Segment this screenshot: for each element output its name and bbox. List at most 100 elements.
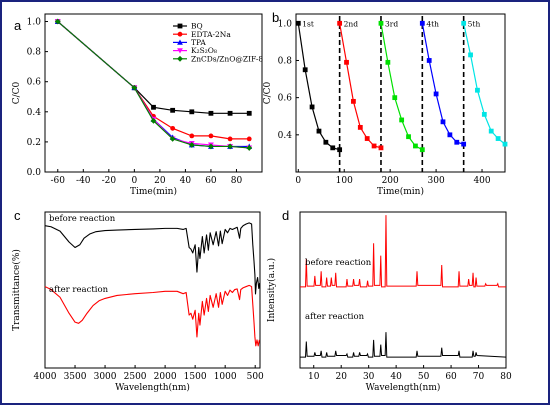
x-axis-label: Wavelength(nm): [366, 382, 441, 393]
legend-marker: [177, 31, 183, 37]
chart-b: b Time(min) C/C0 0 100 200 300 400 0.4 0.6 0.8 1.0 1…: [263, 10, 508, 197]
legend-label: TPA: [191, 38, 206, 47]
data-point: [378, 20, 384, 26]
y-tick-label: 0.6: [278, 94, 293, 104]
data-point: [227, 110, 233, 116]
data-point: [170, 107, 176, 113]
data-point: [170, 125, 176, 131]
plot-frame: [44, 13, 263, 173]
data-point: [481, 111, 487, 117]
data-point: [295, 20, 301, 26]
x-tick-label: 1000: [214, 372, 237, 382]
data-point: [419, 147, 425, 153]
spectrum-line: [44, 284, 260, 347]
y-axis-label: Intensity(a.u.): [266, 258, 277, 322]
x-tick-label: 60: [205, 176, 217, 186]
chart-c: c Wavelength(nm) Transmittance(%) 4000 3500 3…: [11, 208, 264, 393]
data-point: [246, 145, 253, 151]
x-tick-label: -20: [102, 176, 117, 186]
data-point: [413, 143, 418, 149]
x-tick-label: 300: [428, 176, 445, 186]
y-tick-label: 1.0: [278, 19, 293, 29]
data-point: [488, 128, 494, 134]
data-point: [426, 58, 432, 63]
data-point: [385, 59, 391, 65]
data-point: [208, 143, 214, 150]
panel-label: c: [14, 208, 21, 223]
data-point: [454, 139, 460, 145]
cycle-label: 5th: [468, 19, 481, 28]
data-point: [495, 136, 501, 141]
data-point: [150, 117, 157, 124]
x-tick-label: 0: [295, 176, 301, 186]
cycle-label: 3rd: [385, 19, 398, 28]
data-point: [246, 136, 252, 142]
pattern-line: [300, 332, 507, 358]
data-point: [461, 141, 467, 147]
spectrum-line: [44, 222, 261, 295]
x-tick-label: 100: [336, 176, 353, 186]
data-point: [461, 20, 467, 26]
data-point: [188, 142, 195, 148]
x-axis-label: Wavelength(nm): [115, 382, 190, 393]
x-tick-label: 70: [473, 372, 485, 382]
panel-label: b: [272, 10, 279, 25]
data-point: [447, 132, 453, 138]
y-axis-label: Transmittance(%): [11, 249, 22, 331]
series-line: [57, 21, 250, 149]
data-point: [468, 52, 473, 58]
y-tick-label: 0.6: [27, 78, 42, 88]
y-tick-label: 0.4: [27, 108, 42, 118]
data-point: [189, 109, 195, 115]
y-tick-label: 1.0: [27, 18, 42, 28]
cycle-label: 4th: [426, 19, 439, 28]
x-tick-label: 60: [445, 372, 457, 382]
data-point: [502, 141, 508, 147]
pattern-line: [300, 215, 506, 288]
x-tick-label: 50: [418, 372, 430, 382]
series-line: [57, 21, 250, 114]
data-point: [323, 139, 329, 145]
plot-frame: [299, 211, 507, 369]
data-point: [419, 20, 425, 26]
x-tick-label: 20: [154, 176, 166, 186]
data-point: [378, 145, 384, 151]
legend-marker: [177, 55, 183, 62]
data-point: [351, 98, 356, 104]
data-point: [131, 84, 138, 91]
pattern-annotation: before reaction: [305, 258, 372, 268]
y-tick-label: 0.0: [27, 168, 42, 178]
data-point: [364, 136, 370, 141]
data-point: [309, 104, 315, 110]
data-point: [475, 87, 480, 93]
x-axis-label: Time(min): [377, 186, 424, 197]
data-point: [406, 134, 411, 140]
data-point: [246, 110, 252, 116]
x-tick-label: 80: [231, 176, 243, 186]
x-tick-label: 500: [247, 372, 264, 382]
data-point: [189, 133, 195, 139]
x-tick-label: 3000: [94, 372, 117, 382]
data-point: [344, 59, 349, 65]
y-axis-label: C/C0: [12, 81, 22, 104]
cycle-label: 2nd: [344, 19, 359, 28]
legend-label: BQ: [191, 22, 203, 31]
data-point: [208, 133, 214, 139]
data-point: [227, 143, 233, 150]
plot-frame: [295, 13, 506, 173]
spectrum-annotation: before reaction: [49, 214, 116, 224]
data-point: [399, 117, 405, 123]
pattern-annotation: after reaction: [305, 312, 365, 322]
data-point: [169, 135, 176, 142]
y-tick-label: 0.8: [278, 56, 293, 66]
data-point: [433, 91, 439, 97]
x-tick-label: 10: [308, 372, 320, 382]
x-tick-label: 2500: [124, 372, 147, 382]
y-tick-label: 0.4: [278, 131, 293, 141]
x-tick-label: -40: [76, 176, 91, 186]
x-tick-label: 400: [473, 176, 490, 186]
data-point: [208, 110, 214, 116]
data-point: [227, 136, 233, 142]
